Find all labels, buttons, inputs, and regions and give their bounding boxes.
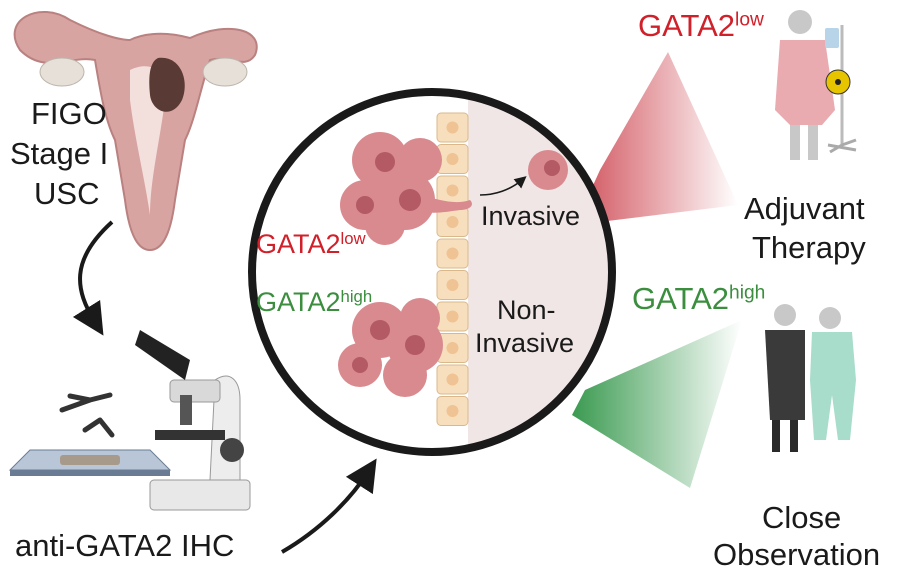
antibody-icon — [59, 392, 115, 438]
cell-nucleus — [446, 342, 459, 354]
cell-nucleus — [446, 279, 459, 291]
invasive-label: Invasive — [481, 201, 581, 231]
outcome-high-label: GATA2high — [632, 281, 766, 316]
slide-icon — [8, 449, 172, 476]
adjuvant-line-1: Adjuvant — [744, 191, 865, 226]
uterus-tumor-icon — [13, 10, 258, 252]
stage-line-1: FIGO — [31, 96, 107, 131]
low-pathway-wedge — [575, 52, 738, 225]
epithelial-cell-column — [436, 112, 469, 426]
cell-nucleus — [446, 153, 459, 165]
stage-line-3: USC — [34, 176, 100, 211]
cell-nucleus — [446, 310, 459, 323]
cell-nucleus — [446, 373, 459, 386]
arrow-down-icon — [72, 220, 114, 336]
circle-low-label: GATA2low — [256, 229, 366, 260]
radiation-icon — [825, 69, 851, 95]
outcome-low-label: GATA2low — [638, 8, 764, 43]
tumor-cluster-icon — [338, 132, 568, 397]
invasion-arrow-icon — [479, 176, 527, 196]
cell-nucleus — [446, 405, 459, 417]
non-invasive-line-1: Non- — [497, 295, 556, 325]
cell-nucleus — [446, 247, 459, 260]
doctor-patient-icon — [765, 304, 856, 452]
cell-nucleus — [446, 121, 459, 134]
observation-line-1: Close — [762, 500, 842, 535]
high-pathway-wedge — [572, 320, 742, 488]
cell-nucleus — [446, 216, 459, 228]
non-invasive-line-2: Invasive — [475, 328, 575, 358]
arrow-up-icon — [280, 458, 377, 554]
stage-line-2: Stage I — [10, 136, 109, 171]
patient-iv-icon — [775, 10, 857, 160]
adjuvant-line-2: Therapy — [752, 230, 866, 265]
observation-line-2: Observation — [713, 537, 881, 568]
assay-label: anti-GATA2 IHC — [15, 528, 235, 563]
cell-nucleus — [446, 184, 459, 197]
circle-high-label: GATA2high — [256, 287, 373, 318]
microscope-icon — [135, 330, 251, 511]
